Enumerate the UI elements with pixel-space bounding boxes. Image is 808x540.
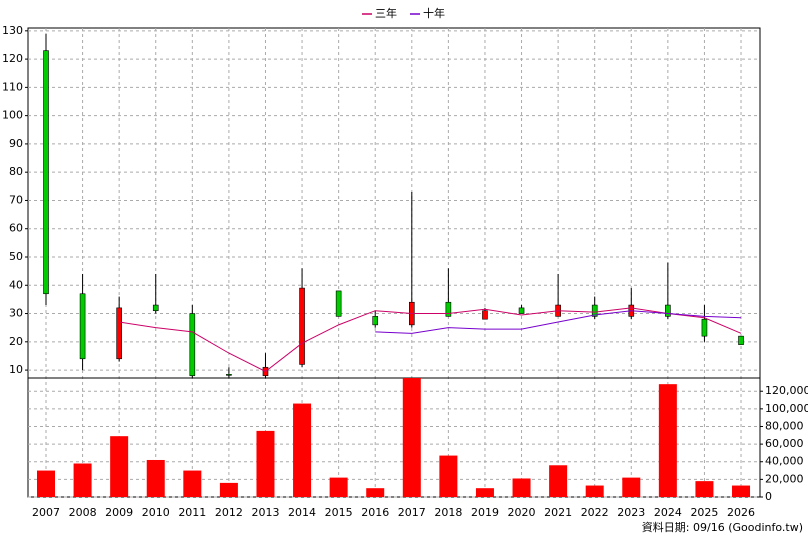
x-tick-label: 2025	[690, 506, 718, 519]
y-tick-label: 40	[9, 278, 23, 291]
y2-tick-label: 100,000	[765, 402, 808, 415]
x-tick-label: 2014	[288, 506, 316, 519]
y-tick-label: 120	[2, 52, 23, 65]
candle-body	[518, 307, 525, 314]
bar	[73, 463, 92, 497]
bar	[622, 477, 641, 497]
bar	[110, 436, 129, 497]
x-tick-label: 2017	[398, 506, 426, 519]
x-tick-label: 2016	[361, 506, 389, 519]
bar	[439, 455, 458, 497]
x-tick-label: 2012	[215, 506, 243, 519]
x-tick-label: 2019	[471, 506, 499, 519]
bar	[732, 485, 751, 497]
candle-body	[189, 313, 196, 377]
legend-label: 十年	[423, 6, 445, 20]
candle-body	[445, 301, 452, 317]
y2-tick-label: 40,000	[765, 455, 804, 468]
candle-body	[665, 304, 671, 317]
y2-tick-label: 120,000	[765, 384, 808, 397]
x-tick-label: 2007	[32, 506, 60, 519]
candle-body	[152, 304, 159, 312]
x-tick-label: 2009	[105, 506, 133, 519]
bar	[37, 470, 55, 497]
x-tick-label: 2018	[434, 506, 462, 519]
bar	[256, 430, 275, 497]
x-tick-label: 2024	[654, 506, 682, 519]
x-tick-label: 2011	[178, 506, 206, 519]
candle-body	[372, 316, 379, 326]
plot-frame	[27, 27, 761, 498]
candle-body	[116, 307, 122, 360]
y2-tick-label: 20,000	[765, 472, 804, 485]
candle-body	[299, 287, 305, 365]
bar	[585, 485, 604, 497]
candle-body	[738, 335, 744, 345]
candle-body	[591, 304, 598, 317]
bar	[366, 488, 385, 497]
candle-body	[482, 310, 488, 320]
bar	[512, 478, 531, 497]
candle-body	[701, 318, 708, 337]
y2-tick-label: 0	[765, 490, 772, 503]
bar	[183, 470, 202, 497]
legend-label: 三年	[375, 6, 397, 20]
bar	[695, 481, 714, 497]
candle-body	[79, 293, 86, 360]
y-tick-label: 70	[9, 193, 23, 206]
x-tick-label: 2023	[617, 506, 645, 519]
bar	[293, 403, 312, 497]
bar	[146, 459, 165, 497]
x-tick-label: 2008	[69, 506, 97, 519]
candle-body	[335, 290, 342, 317]
x-tick-label: 2010	[142, 506, 170, 519]
bar	[658, 384, 677, 497]
line-series	[119, 307, 742, 373]
x-tick-label: 2021	[544, 506, 572, 519]
y-tick-label: 20	[9, 335, 23, 348]
bar	[329, 477, 348, 497]
bar	[549, 465, 568, 497]
y-tick-label: 90	[9, 137, 23, 150]
x-tick-label: 2022	[581, 506, 609, 519]
y-tick-label: 100	[2, 109, 23, 122]
y-tick-label: 30	[9, 307, 23, 320]
bar	[219, 482, 238, 497]
x-tick-label: 2020	[508, 506, 536, 519]
y-tick-label: 130	[2, 24, 23, 37]
bar	[475, 488, 494, 497]
candle-body	[43, 50, 49, 295]
y-tick-label: 60	[9, 222, 23, 235]
y2-tick-label: 60,000	[765, 437, 804, 450]
line-series	[375, 310, 742, 334]
candle-body	[226, 374, 232, 376]
x-tick-label: 2015	[325, 506, 353, 519]
x-tick-label: 2026	[727, 506, 755, 519]
x-tick-label: 2013	[251, 506, 279, 519]
y-tick-label: 10	[9, 363, 23, 376]
y-tick-label: 110	[2, 80, 23, 93]
y2-tick-label: 80,000	[765, 419, 804, 432]
footer: 資料日期: 09/16 (Goodinfo.tw)	[642, 520, 803, 534]
y-tick-label: 50	[9, 250, 23, 263]
y-tick-label: 80	[9, 165, 23, 178]
bar	[402, 378, 421, 497]
